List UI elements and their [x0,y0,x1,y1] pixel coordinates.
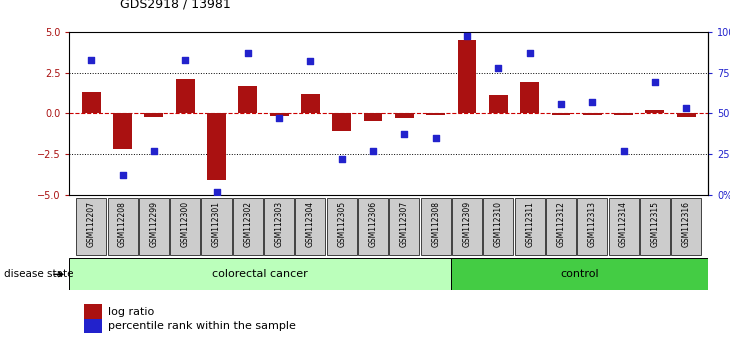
Text: GSM112307: GSM112307 [400,201,409,247]
Bar [113,113,132,149]
Bar [145,113,164,116]
Bar [489,95,507,113]
FancyBboxPatch shape [389,198,420,256]
Text: GSM112310: GSM112310 [493,201,503,247]
FancyBboxPatch shape [107,198,138,256]
FancyBboxPatch shape [452,198,482,256]
FancyBboxPatch shape [69,258,451,290]
Bar [207,113,226,180]
Point [524,50,536,56]
Text: GSM112303: GSM112303 [274,201,284,247]
Bar [520,82,539,113]
Bar [426,113,445,115]
Bar [552,113,570,115]
FancyBboxPatch shape [76,198,107,256]
Point [461,33,473,39]
Text: GSM112315: GSM112315 [650,201,659,247]
FancyBboxPatch shape [609,198,639,256]
Bar [614,113,633,115]
Text: colorectal cancer: colorectal cancer [212,269,308,279]
Point [180,57,191,62]
Point [618,148,629,154]
Text: GSM112207: GSM112207 [87,201,96,247]
Text: GSM112309: GSM112309 [463,201,472,247]
Text: GSM112301: GSM112301 [212,201,221,247]
Text: GSM112300: GSM112300 [181,201,190,247]
Bar [677,113,696,116]
Bar [82,92,101,113]
FancyBboxPatch shape [546,198,576,256]
Point [211,189,223,195]
Point [242,50,253,56]
Text: GSM112302: GSM112302 [243,201,253,247]
Text: GDS2918 / 13981: GDS2918 / 13981 [120,0,231,11]
Text: GSM112312: GSM112312 [556,201,566,247]
Point [367,148,379,154]
FancyBboxPatch shape [327,198,357,256]
Bar [301,94,320,113]
Text: percentile rank within the sample: percentile rank within the sample [108,321,296,331]
Point [586,99,598,105]
Point [304,58,316,64]
Bar [645,110,664,113]
Point [555,102,566,107]
FancyBboxPatch shape [451,258,708,290]
FancyBboxPatch shape [639,198,670,256]
Text: GSM112305: GSM112305 [337,201,346,247]
Text: log ratio: log ratio [108,307,154,316]
Text: GSM112208: GSM112208 [118,201,127,247]
Bar [458,40,477,113]
Point [117,172,128,178]
Text: GSM112306: GSM112306 [369,201,377,247]
Bar [332,113,351,131]
Text: GSM112299: GSM112299 [150,201,158,247]
Text: control: control [561,269,599,279]
FancyBboxPatch shape [296,198,326,256]
FancyBboxPatch shape [201,198,231,256]
Bar [239,86,257,113]
FancyBboxPatch shape [483,198,513,256]
FancyBboxPatch shape [139,198,169,256]
Text: GSM112314: GSM112314 [619,201,628,247]
FancyBboxPatch shape [671,198,702,256]
Bar [176,79,195,113]
Text: GSM112308: GSM112308 [431,201,440,247]
Point [85,57,97,62]
Point [493,65,504,70]
Point [649,80,661,85]
FancyBboxPatch shape [264,198,294,256]
FancyBboxPatch shape [577,198,607,256]
Text: disease state: disease state [4,269,73,279]
Text: GSM112304: GSM112304 [306,201,315,247]
Point [399,132,410,137]
Point [336,156,347,162]
Bar [270,113,288,116]
FancyBboxPatch shape [170,198,200,256]
Bar [364,113,383,121]
Text: GSM112311: GSM112311 [525,201,534,247]
Point [430,135,442,141]
Point [680,105,692,111]
FancyBboxPatch shape [515,198,545,256]
Bar [583,113,602,115]
FancyBboxPatch shape [420,198,450,256]
FancyBboxPatch shape [358,198,388,256]
Bar [395,113,414,118]
Point [148,148,160,154]
Text: GSM112313: GSM112313 [588,201,596,247]
Text: GSM112316: GSM112316 [682,201,691,247]
FancyBboxPatch shape [233,198,263,256]
Point [273,115,285,121]
